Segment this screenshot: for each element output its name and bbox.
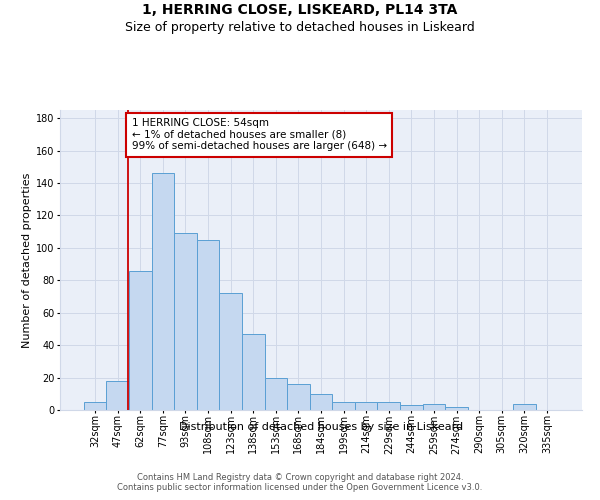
Y-axis label: Number of detached properties: Number of detached properties <box>22 172 32 348</box>
Bar <box>106 381 129 410</box>
Bar <box>265 378 287 410</box>
Text: Distribution of detached houses by size in Liskeard: Distribution of detached houses by size … <box>179 422 463 432</box>
Bar <box>197 240 220 410</box>
Text: Size of property relative to detached houses in Liskeard: Size of property relative to detached ho… <box>125 21 475 34</box>
Bar <box>355 402 377 410</box>
Text: 1 HERRING CLOSE: 54sqm
← 1% of detached houses are smaller (8)
99% of semi-detac: 1 HERRING CLOSE: 54sqm ← 1% of detached … <box>131 118 387 152</box>
Bar <box>242 334 265 410</box>
Bar <box>422 404 445 410</box>
Bar <box>310 394 332 410</box>
Text: Contains HM Land Registry data © Crown copyright and database right 2024.
Contai: Contains HM Land Registry data © Crown c… <box>118 473 482 492</box>
Bar <box>220 293 242 410</box>
Text: 1, HERRING CLOSE, LISKEARD, PL14 3TA: 1, HERRING CLOSE, LISKEARD, PL14 3TA <box>142 2 458 16</box>
Bar <box>513 404 536 410</box>
Bar <box>287 384 310 410</box>
Bar <box>332 402 355 410</box>
Bar <box>84 402 106 410</box>
Bar <box>174 233 197 410</box>
Bar <box>152 173 174 410</box>
Bar <box>400 405 422 410</box>
Bar <box>445 407 468 410</box>
Bar <box>129 270 152 410</box>
Bar <box>377 402 400 410</box>
